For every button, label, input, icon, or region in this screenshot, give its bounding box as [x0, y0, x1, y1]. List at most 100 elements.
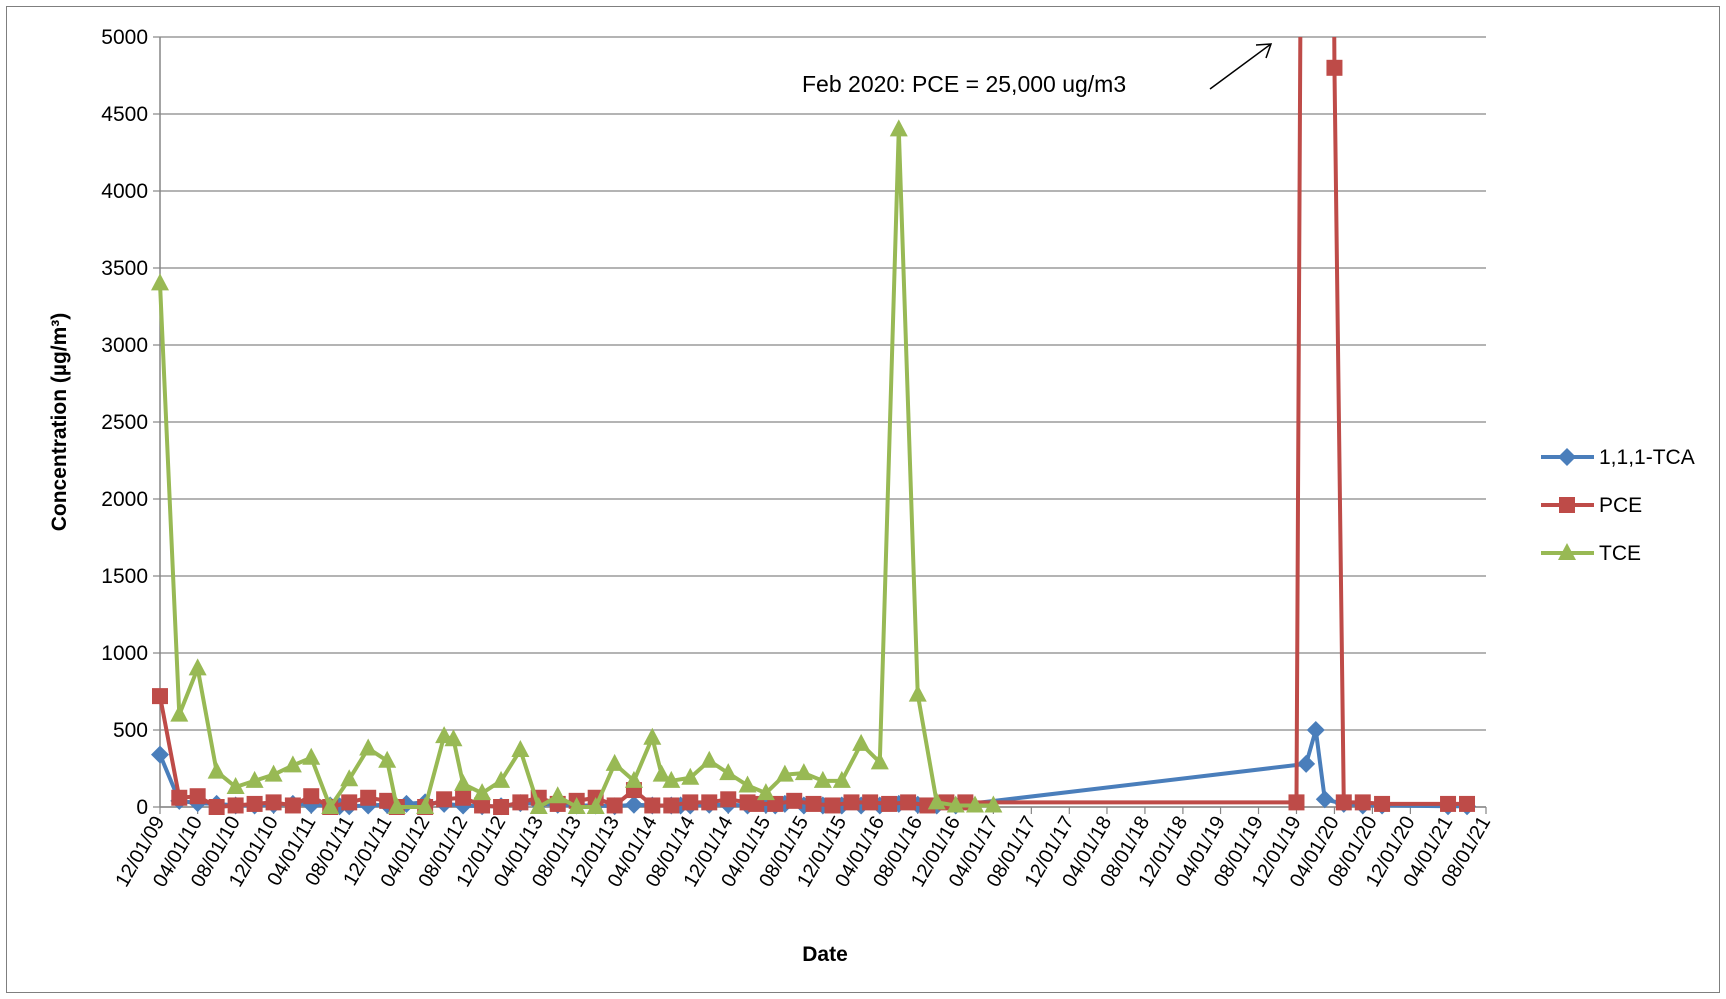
- data-point: [387, 797, 406, 814]
- data-point: [416, 797, 435, 814]
- y-tick-label: 0: [136, 796, 148, 819]
- legend-label: PCE: [1599, 494, 1642, 517]
- data-point: [756, 783, 775, 801]
- data-point: [474, 797, 491, 814]
- data-point: [1354, 794, 1371, 811]
- data-point: [946, 795, 965, 813]
- data-point: [919, 797, 936, 814]
- series-TCE: [151, 119, 1003, 814]
- data-point: [984, 795, 1003, 813]
- legend-label: TCE: [1599, 542, 1641, 565]
- legend-marker: [1559, 497, 1575, 513]
- data-point: [567, 797, 586, 814]
- series-line: [158, 37, 1468, 809]
- annotation-arrow: [1209, 43, 1273, 90]
- legend: 1,1,1-TCA PCE TCE: [1541, 446, 1695, 565]
- data-point: [284, 797, 301, 814]
- data-point: [775, 764, 794, 782]
- data-point: [454, 773, 473, 791]
- y-tick-label: 1500: [101, 565, 148, 588]
- data-point: [1288, 794, 1305, 811]
- data-point: [662, 770, 681, 788]
- data-point: [341, 794, 358, 811]
- data-point: [170, 704, 189, 722]
- data-point: [862, 794, 879, 811]
- data-point: [152, 688, 168, 705]
- data-point: [303, 788, 320, 805]
- y-tick-labels: 0 500 1000 1500 2000 2500 3000 3500 4000 4500 5000: [101, 26, 148, 819]
- series-PCE: [152, 37, 1476, 815]
- data-point: [805, 795, 822, 812]
- data-point: [794, 763, 813, 781]
- data-point: [852, 733, 871, 751]
- series-line: [158, 127, 994, 809]
- data-point: [436, 791, 453, 808]
- data-point: [900, 794, 917, 811]
- y-tick-label: 2500: [101, 411, 148, 434]
- data-point: [171, 789, 188, 806]
- data-point: [208, 799, 225, 815]
- data-point: [1335, 794, 1352, 811]
- data-point: [682, 794, 699, 811]
- annotation-arrow-head: [1255, 43, 1273, 59]
- data-point: [548, 786, 567, 804]
- y-tick-label: 3000: [101, 334, 148, 357]
- data-point: [927, 792, 946, 810]
- data-point: [529, 797, 548, 814]
- data-point: [720, 791, 737, 808]
- data-point: [1297, 754, 1316, 773]
- data-point: [1459, 795, 1476, 812]
- data-point: [908, 684, 927, 702]
- axes: [159, 37, 1487, 814]
- y-tick-label: 5000: [101, 26, 148, 49]
- data-point: [881, 795, 898, 812]
- data-point: [643, 727, 662, 745]
- data-point: [444, 729, 463, 747]
- gridlines: [153, 36, 1486, 808]
- data-point: [245, 770, 264, 788]
- data-point: [738, 775, 757, 793]
- legend-label: 1,1,1-TCA: [1599, 446, 1695, 469]
- data-point: [246, 795, 263, 812]
- data-point: [378, 750, 397, 768]
- data-point: [511, 740, 530, 758]
- y-axis-title: Concentration (µg/m³): [48, 313, 71, 532]
- data-point: [1306, 721, 1325, 739]
- data-point: [302, 747, 321, 765]
- data-point: [586, 797, 605, 814]
- y-tick-label: 500: [113, 719, 148, 742]
- data-point: [493, 799, 510, 815]
- legend-marker: [1558, 448, 1576, 466]
- x-axis-title: Date: [802, 943, 848, 966]
- data-point: [606, 797, 623, 814]
- data-point: [701, 794, 718, 811]
- data-point: [283, 755, 302, 773]
- y-tick-label: 4000: [101, 180, 148, 203]
- data-point: [719, 763, 738, 781]
- data-point: [359, 738, 378, 756]
- y-tick-label: 1000: [101, 642, 148, 665]
- data-point: [1315, 790, 1334, 809]
- data-point: [832, 770, 851, 788]
- data-point: [700, 750, 719, 768]
- data-point: [966, 795, 985, 813]
- data-point: [340, 769, 359, 787]
- data-point: [512, 794, 529, 811]
- data-point: [151, 745, 169, 764]
- y-tick-label: 3500: [101, 257, 148, 280]
- data-point: [605, 753, 624, 771]
- data-point: [652, 764, 671, 782]
- data-point: [189, 788, 206, 805]
- data-point: [824, 797, 841, 814]
- data-point: [843, 794, 860, 811]
- data-point: [663, 797, 680, 814]
- data-point: [813, 770, 832, 788]
- data-point: [226, 776, 245, 794]
- data-point: [644, 797, 661, 814]
- y-tick-label: 2000: [101, 488, 148, 511]
- y-tick-label: 4500: [101, 103, 148, 126]
- data-point: [889, 119, 908, 137]
- data-point: [786, 792, 803, 809]
- data-point: [227, 797, 244, 814]
